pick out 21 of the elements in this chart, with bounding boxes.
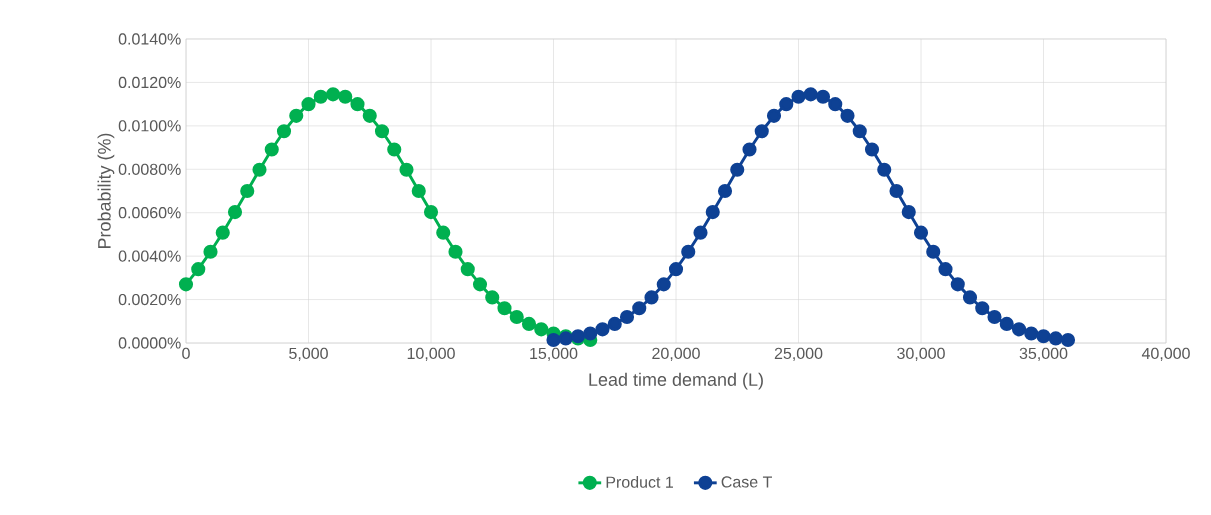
x-axis-title: Lead time demand (L) [589, 372, 763, 390]
x-tick-label: 25,000 [774, 347, 823, 361]
x-tick-label: 5,000 [289, 347, 328, 361]
y-tick-label: 0.0060% [118, 207, 181, 219]
x-tick-label: 10,000 [407, 347, 455, 361]
x-tick-label: 30,000 [897, 347, 945, 361]
y-axis-title: Probability (%) [97, 133, 115, 249]
x-tick-label: 15,000 [530, 347, 578, 361]
y-tick-label: 0.0140% [118, 33, 181, 45]
x-tick-label: 20,000 [652, 347, 700, 361]
y-tick-label: 0.0000% [118, 337, 181, 349]
y-tick-label: 0.0020% [118, 293, 181, 306]
legend-label: Product 1 [606, 476, 673, 488]
y-tick-label: 0.0120% [118, 76, 181, 89]
y-tick-label: 0.0080% [118, 163, 181, 175]
y-tick-label: 0.0040% [118, 250, 181, 262]
x-tick-label: 35,000 [1019, 347, 1068, 361]
legend-label: Case T [721, 476, 773, 488]
x-tick-label: 40,000 [1141, 347, 1190, 361]
y-tick-label: 0.0100% [118, 120, 181, 132]
x-tick-label: 0 [182, 347, 190, 360]
